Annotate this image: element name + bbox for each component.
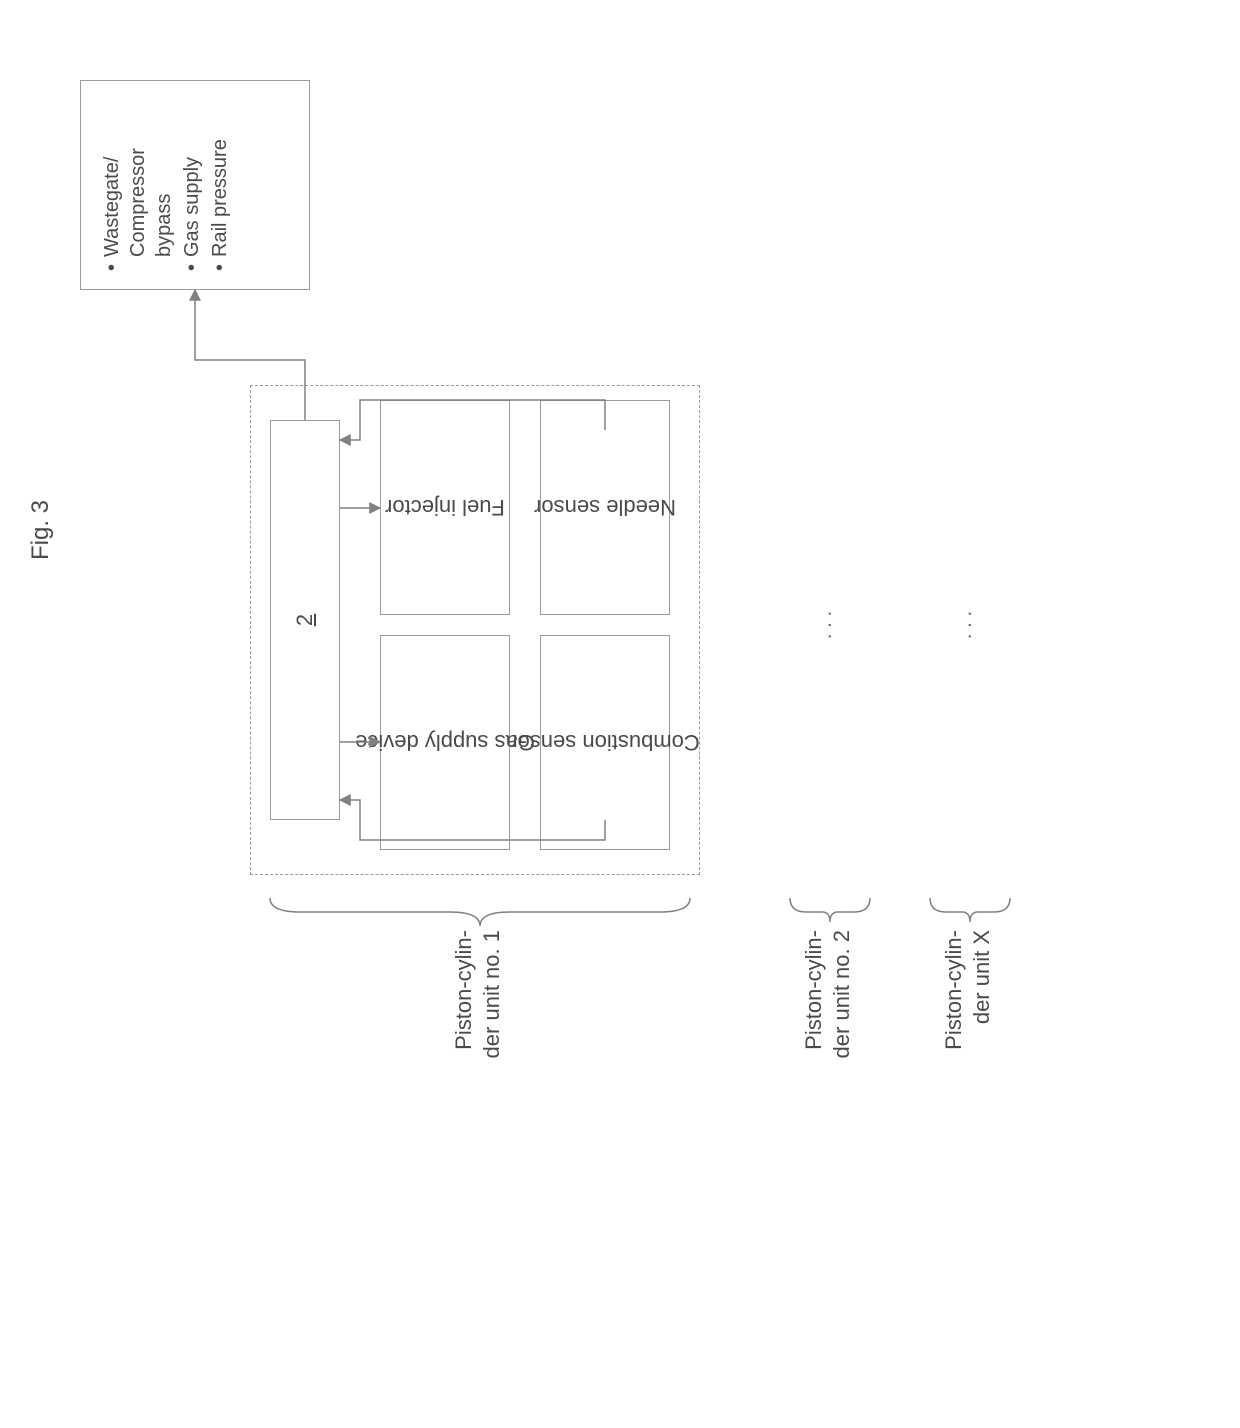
figure-caption: Fig. 3: [26, 500, 56, 560]
fuel-injector-label: Fuel injector: [385, 495, 505, 521]
ellipsis-unit-2: ···: [816, 606, 842, 640]
needle-sensor-box: Needle sensor: [540, 400, 670, 615]
output-item: Gas supply: [179, 91, 205, 271]
unit-x-label: Piston-cylin- der unit X: [940, 930, 995, 1090]
brace-unit-1: [270, 898, 690, 926]
controller-label: 2: [292, 614, 318, 626]
output-item: Rail pressure: [207, 91, 233, 271]
output-box: Wastegate/ Compressor bypass Gas supply …: [80, 80, 310, 290]
controller-box: 2: [270, 420, 340, 820]
gas-supply-device-box: Gas supply device: [380, 635, 510, 850]
brace-unit-2: [790, 898, 870, 922]
gas-supply-label: Gas supply device: [355, 730, 535, 756]
unit-2-label: Piston-cylin- der unit no. 2: [800, 930, 855, 1090]
combustion-sensor-label: Combustion sensor: [510, 730, 700, 756]
brace-unit-x: [930, 898, 1010, 922]
output-list: Wastegate/ Compressor bypass Gas supply …: [97, 81, 235, 289]
combustion-sensor-box: Combustion sensor: [540, 635, 670, 850]
ellipsis-unit-x: ···: [956, 606, 982, 640]
unit-1-label: Piston-cylin- der unit no. 1: [450, 930, 505, 1090]
output-item: Wastegate/ Compressor bypass: [99, 91, 177, 271]
needle-sensor-label: Needle sensor: [534, 495, 676, 521]
fuel-injector-box: Fuel injector: [380, 400, 510, 615]
